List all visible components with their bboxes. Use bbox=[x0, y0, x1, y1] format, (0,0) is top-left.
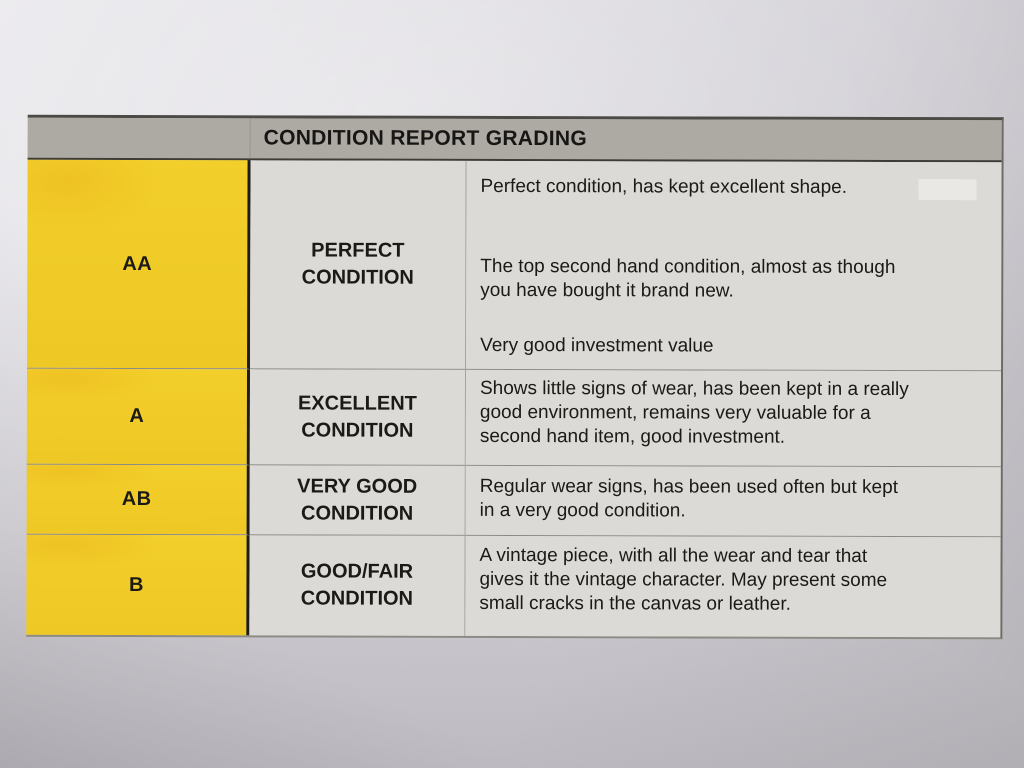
description-cell-a: Shows little signs of wear, has been kep… bbox=[465, 369, 1002, 468]
table-body: AA PERFECT CONDITION Perfect condition, … bbox=[26, 159, 1002, 638]
grade-cell-a: A bbox=[26, 368, 251, 466]
grade-cell-ab: AB bbox=[26, 464, 250, 536]
condition-cell-ab: VERY GOOD CONDITION bbox=[249, 465, 466, 536]
description-cell-ab: Regular wear signs, has been used often … bbox=[465, 465, 1001, 538]
whiteout-patch bbox=[918, 179, 977, 201]
condition-cell-a: EXCELLENT CONDITION bbox=[249, 369, 467, 466]
table-title: CONDITION REPORT GRADING bbox=[263, 126, 588, 151]
condition-grading-table: CONDITION REPORT GRADING AA PERFECT COND… bbox=[26, 114, 1004, 640]
condition-cell-aa: PERFECT CONDITION bbox=[250, 160, 467, 370]
grade-label: B bbox=[128, 573, 144, 596]
grade-cell-aa: AA bbox=[27, 159, 251, 370]
description-cell-b: A vintage piece, with all the wear and t… bbox=[465, 535, 1001, 638]
grade-label: A bbox=[129, 404, 145, 428]
description-paragraph: Shows little signs of wear, has been kep… bbox=[479, 377, 909, 448]
grade-label: AA bbox=[122, 252, 153, 275]
description-paragraph: Regular wear signs, has been used often … bbox=[479, 475, 899, 522]
grade-label: AB bbox=[121, 487, 152, 511]
description-cell-aa: Perfect condition, has kept excellent sh… bbox=[466, 160, 1002, 372]
description-paragraph: A vintage piece, with all the wear and t… bbox=[479, 544, 888, 615]
description-paragraph: The top second hand condition, almost as… bbox=[480, 255, 896, 302]
description-paragraph: Very good investment value bbox=[480, 334, 714, 357]
condition-cell-b: GOOD/FAIR CONDITION bbox=[249, 535, 466, 636]
description-paragraph: Perfect condition, has kept excellent sh… bbox=[480, 175, 848, 198]
header-grade-column-spacer bbox=[27, 117, 251, 159]
table-header-row: CONDITION REPORT GRADING bbox=[27, 117, 1002, 163]
grade-cell-b: B bbox=[26, 534, 250, 636]
